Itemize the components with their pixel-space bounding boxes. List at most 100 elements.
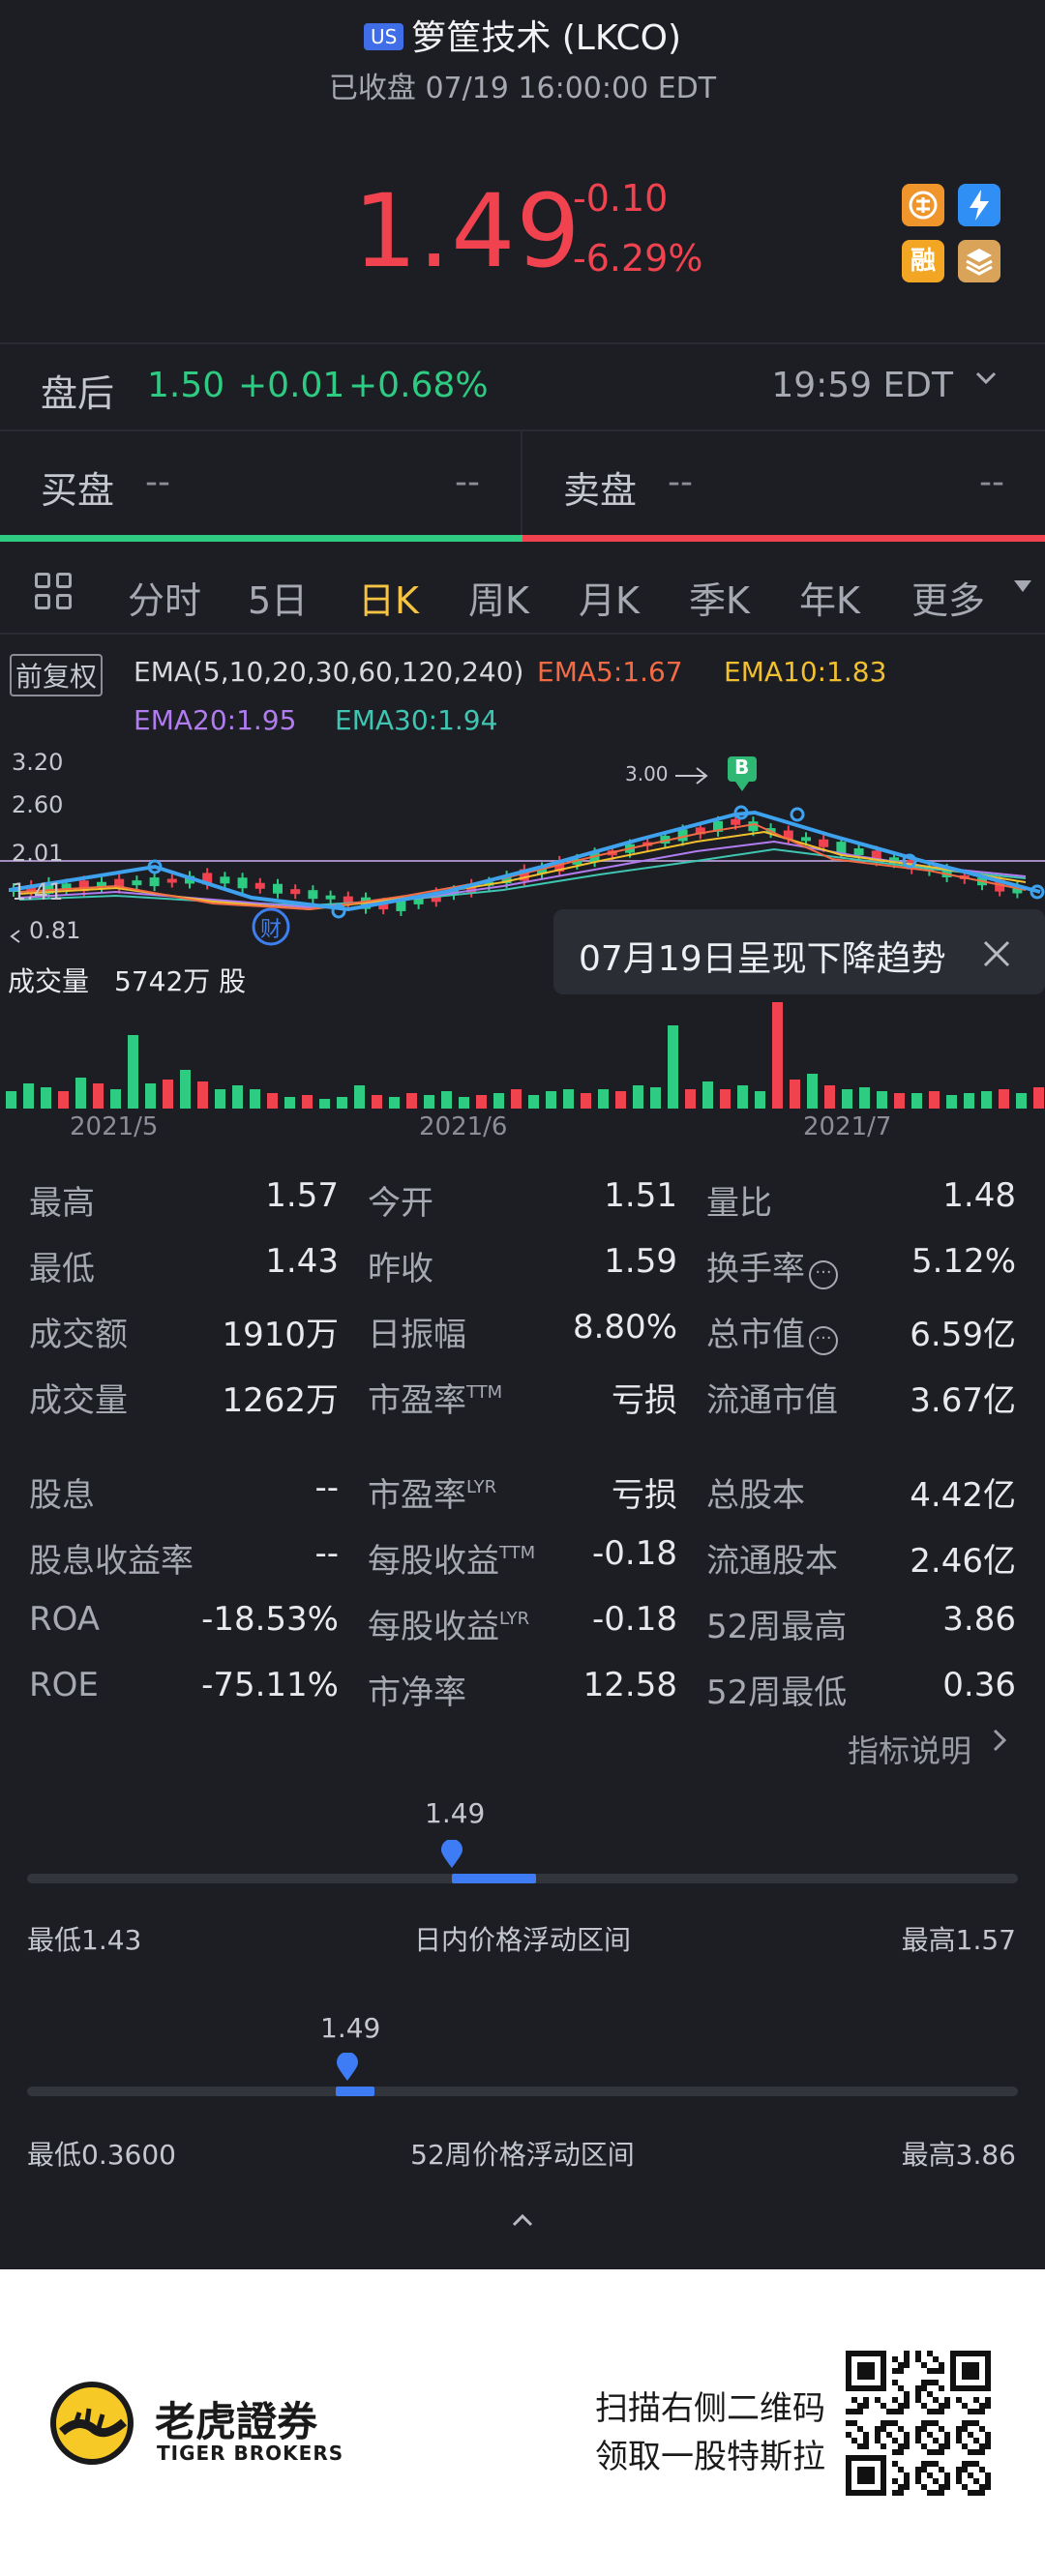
chinese-badge-icon[interactable] <box>902 184 944 226</box>
day-range-high: 最高1.57 <box>901 1924 1016 1956</box>
more-info-icon[interactable]: ··· <box>809 1326 838 1355</box>
close-icon[interactable] <box>979 925 1014 982</box>
stock-title: US 箩筐技术 (LKCO) <box>0 10 1045 60</box>
tab-daily-k[interactable]: 日K <box>358 579 419 622</box>
volume-bar <box>894 1093 905 1109</box>
brand-name-en: TIGER BROKERS <box>157 2442 344 2465</box>
volume-chart[interactable] <box>0 994 1045 1110</box>
volume-bar <box>999 1089 1009 1109</box>
tab-monthly-k[interactable]: 月K <box>579 579 640 622</box>
market-status: 已收盘 07/19 16:00:00 EDT <box>328 72 717 105</box>
volume-bar <box>842 1089 852 1109</box>
volume-bar <box>668 1025 678 1109</box>
chart-period-tabs: 分时 5日 日K 周K 月K 季K 年K 更多 <box>0 551 1045 635</box>
max-arrow-icon <box>675 767 708 785</box>
trend-line <box>9 810 1041 912</box>
y-label: 2.01 <box>12 840 64 867</box>
volume-bar <box>197 1081 208 1109</box>
ema-title[interactable]: EMA(5,10,20,30,60,120,240) <box>134 656 524 688</box>
stat-value: 亏损 <box>612 1381 677 1420</box>
after-hours-time: 19:59 EDT <box>771 366 953 405</box>
chevron-right-icon[interactable] <box>987 1723 1012 1766</box>
volume-bar <box>528 1095 539 1109</box>
volume-value: 5742万 股 <box>114 965 247 997</box>
week52-range-fill <box>336 2087 374 2096</box>
stat-value: -0.18 <box>592 1600 677 1639</box>
stat-value: 1.51 <box>604 1176 677 1215</box>
volume-bar <box>58 1091 69 1109</box>
date-label: 2021/5 <box>70 1112 159 1141</box>
stat-value: 4.42亿 <box>910 1476 1016 1515</box>
stat-label: 流通股本 <box>706 1542 838 1581</box>
volume-bar <box>163 1080 173 1109</box>
bid-size: -- <box>455 462 480 502</box>
grid-icon[interactable] <box>35 573 74 611</box>
volume-bar <box>180 1070 191 1109</box>
tab-yearly-k[interactable]: 年K <box>799 579 860 622</box>
volume-bar <box>877 1091 887 1109</box>
trend-dot <box>733 805 749 820</box>
volume-bar <box>859 1087 870 1109</box>
bid-price: -- <box>145 462 170 502</box>
stat-label: 流通市值 <box>706 1381 838 1420</box>
stat-label: 市盈率LYR <box>368 1476 497 1515</box>
day-range-title: 日内价格浮动区间 <box>413 1924 631 1956</box>
stat-value: -75.11% <box>201 1666 339 1704</box>
week52-range-title: 52周价格浮动区间 <box>410 2139 635 2171</box>
stat-label: 52周最高 <box>706 1608 848 1646</box>
stat-label-suffix: LYR <box>499 1609 530 1629</box>
volume-bar <box>354 1085 365 1109</box>
volume-bar <box>772 1002 783 1109</box>
after-hours-row[interactable]: 盘后 1.50 +0.01 +0.68% 19:59 EDT <box>0 342 1045 431</box>
tab-5day[interactable]: 5日 <box>248 579 309 622</box>
stat-label[interactable]: 换手率 ··· <box>706 1242 838 1289</box>
volume-bar <box>563 1089 574 1109</box>
lightning-icon[interactable] <box>958 184 1000 226</box>
stat-value: 1910万 <box>222 1316 339 1354</box>
volume-bar <box>372 1095 382 1109</box>
day-range-price: 1.49 <box>425 1797 486 1829</box>
stat-label: 日振幅 <box>368 1316 466 1354</box>
more-info-icon[interactable]: ··· <box>809 1260 838 1289</box>
ask-size: -- <box>979 462 1004 502</box>
stat-label: 每股收益LYR <box>368 1608 530 1646</box>
stat-value: 5.12% <box>911 1242 1016 1281</box>
tab-intraday[interactable]: 分时 <box>128 579 202 622</box>
trend-dot <box>790 807 805 822</box>
volume-bar <box>215 1089 225 1109</box>
volume-bar <box>755 1091 765 1109</box>
indicator-explanation-link[interactable]: 指标说明 <box>847 1732 971 1769</box>
quote-header: US 箩筐技术 (LKCO) 已收盘 07/19 16:00:00 EDT 1.4… <box>0 0 1045 339</box>
volume-bar <box>824 1085 835 1109</box>
order-book: 买盘 -- -- 卖盘 -- -- <box>0 431 1045 542</box>
volume-bar <box>650 1087 661 1109</box>
trend-dot <box>331 903 346 919</box>
stat-value: 2.46亿 <box>910 1542 1016 1581</box>
stat-label[interactable]: 总市值 ··· <box>706 1308 838 1355</box>
week52-range-price: 1.49 <box>320 2012 381 2044</box>
week52-range-low: 最低0.3600 <box>27 2139 176 2171</box>
chevron-up-icon[interactable] <box>508 2206 537 2235</box>
date-label: 2021/6 <box>419 1112 508 1141</box>
day-range-low: 最低1.43 <box>27 1924 142 1956</box>
tab-quarterly-k[interactable]: 季K <box>689 579 750 622</box>
stat-label: 股息收益率 <box>29 1542 194 1581</box>
tab-more[interactable]: 更多 <box>911 579 986 622</box>
ema30-value: EMA30:1.94 <box>335 704 498 736</box>
volume-bar <box>75 1078 86 1109</box>
stat-label: ROA <box>29 1600 101 1639</box>
stat-label: 成交量 <box>29 1381 128 1420</box>
stat-label-suffix: TTM <box>466 1382 503 1403</box>
volume-bar <box>319 1099 330 1109</box>
volume-bar <box>946 1095 957 1109</box>
candlestick-chart[interactable]: 3.20 2.60 2.01 1.41 0.81 3.00 B 财 <box>0 749 1045 948</box>
tab-weekly-k[interactable]: 周K <box>468 579 529 622</box>
qr-code-icon <box>846 2351 991 2496</box>
caret-down-icon[interactable] <box>1014 580 1031 592</box>
stack-icon[interactable] <box>958 240 1000 282</box>
margin-rong-icon[interactable]: 融 <box>902 240 944 282</box>
adjustment-toggle[interactable]: 前复权 <box>10 654 104 696</box>
chevron-down-icon[interactable] <box>971 364 1000 400</box>
stat-value: 1262万 <box>222 1381 339 1420</box>
tiger-logo-icon <box>50 2382 134 2465</box>
